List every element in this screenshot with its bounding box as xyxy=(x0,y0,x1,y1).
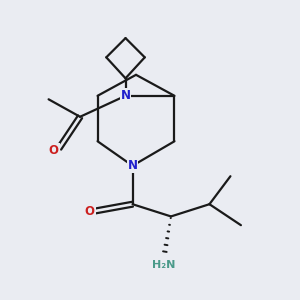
Text: O: O xyxy=(85,205,95,218)
Text: H₂N: H₂N xyxy=(152,260,176,270)
Text: N: N xyxy=(128,159,137,172)
Text: O: O xyxy=(49,143,59,157)
Text: N: N xyxy=(121,89,130,102)
